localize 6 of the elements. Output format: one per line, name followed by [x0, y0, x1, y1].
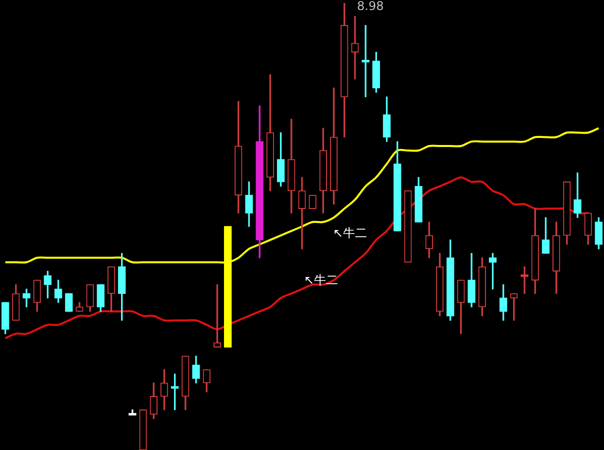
candlestick — [520, 266, 528, 294]
candlestick — [351, 16, 359, 80]
candlestick — [510, 293, 518, 321]
annotation: 8.98 — [357, 0, 384, 14]
annotation: ↖牛二 — [333, 226, 368, 240]
candlestick — [362, 25, 370, 98]
